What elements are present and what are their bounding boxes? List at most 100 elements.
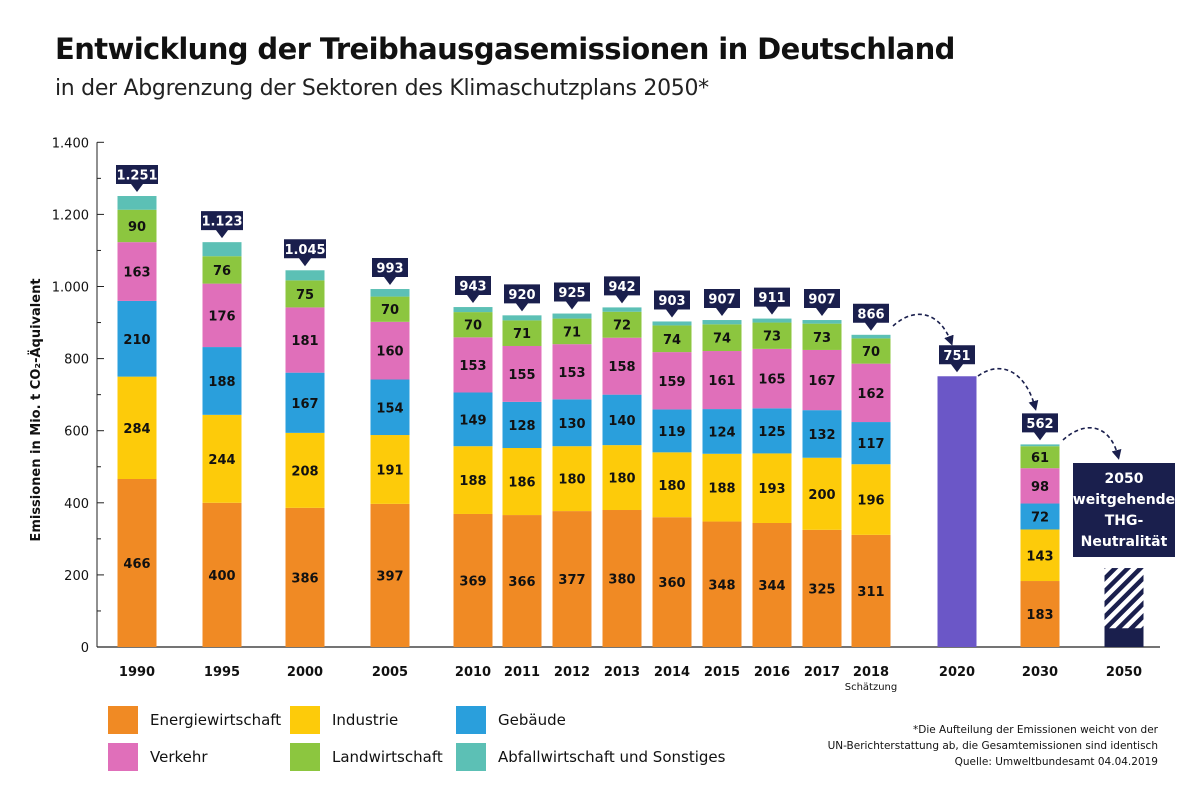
y-tick-label: 1.400 (52, 136, 89, 151)
segment-value-label: 130 (558, 417, 585, 432)
segment-value-label: 72 (1031, 510, 1049, 525)
y-tick-label: 400 (64, 497, 89, 512)
bar-segment-landwirtschaft (752, 322, 792, 349)
bar-segment-verkehr (602, 337, 642, 395)
bar-segment-industrie (285, 432, 325, 508)
bar-segment-abfall (552, 313, 592, 319)
segment-value-label: 400 (208, 569, 235, 584)
bar-segment-gebaeude (602, 394, 642, 446)
legend-swatch-verkehr (108, 743, 138, 771)
bar-segment-gebaeude (285, 372, 325, 433)
bar-segment-gebaeude (851, 422, 891, 465)
segment-value-label: 186 (508, 476, 535, 491)
bar-segment-gebaeude (117, 300, 157, 377)
segment-value-label: 386 (291, 571, 318, 586)
bar-segment-industrie (370, 435, 410, 504)
segment-value-label: 140 (608, 414, 635, 429)
bar-segment-abfall (502, 315, 542, 321)
total-badge (455, 276, 491, 304)
total-badge (201, 211, 243, 239)
legend-swatch-industrie (290, 706, 320, 734)
y-tick-label: 800 (64, 353, 89, 368)
bar-segment-landwirtschaft (453, 312, 493, 338)
bar-segment-industrie (202, 414, 242, 503)
segment-value-label: 72 (613, 319, 631, 334)
segment-value-label: 191 (376, 463, 403, 478)
total-value-label: 925 (558, 286, 585, 301)
x-tick-label: 2012 (554, 665, 590, 680)
segment-value-label: 466 (123, 557, 150, 572)
segment-value-label: 98 (1031, 480, 1049, 495)
segment-value-label: 181 (291, 334, 318, 349)
segment-value-label: 210 (123, 333, 150, 348)
legend-swatch-gebaeude (456, 706, 486, 734)
segment-value-label: 180 (658, 479, 685, 494)
total-badge (654, 290, 690, 318)
segment-value-label: 73 (763, 330, 781, 345)
bar-segment-landwirtschaft (702, 324, 742, 352)
segment-value-label: 154 (376, 401, 403, 416)
bar-segment-gebaeude (552, 399, 592, 447)
x-tick-label: 2005 (372, 665, 408, 680)
segment-value-label: 163 (123, 266, 150, 281)
label-2050-line: THG- (1105, 513, 1144, 529)
segment-value-label: 311 (857, 585, 884, 600)
total-badge (804, 289, 840, 317)
legend-label-industrie: Industrie (332, 711, 399, 729)
bar-segment-abfall (285, 270, 325, 281)
label-2050-line: 2050 (1105, 471, 1144, 487)
bar-segment-energie (202, 502, 242, 647)
bar-2020-target (937, 376, 977, 647)
bar-segment-energie (652, 517, 692, 647)
x-tick-label: 2010 (455, 665, 491, 680)
segment-value-label: 284 (123, 422, 150, 437)
bar-segment-landwirtschaft (202, 256, 242, 284)
total-value-label: 1.123 (201, 215, 242, 230)
segment-value-label: 75 (296, 288, 314, 303)
segment-value-label: 200 (808, 488, 835, 503)
label-box-2050 (1073, 463, 1175, 557)
footnote-line-1: *Die Aufteilung der Emissionen weicht vo… (913, 724, 1158, 736)
segment-value-label: 90 (128, 220, 146, 235)
segment-value-label: 188 (208, 375, 235, 390)
total-badge (116, 165, 158, 193)
segment-value-label: 158 (608, 360, 635, 375)
bar-segment-landwirtschaft (652, 325, 692, 353)
bar-segment-abfall (602, 307, 642, 312)
bar-segment-abfall (702, 320, 742, 325)
legend-swatch-abfallwirtschaft (456, 743, 486, 771)
segment-value-label: 132 (808, 428, 835, 443)
trend-arrow (892, 313, 954, 346)
segment-value-label: 153 (558, 366, 585, 381)
segment-value-label: 325 (808, 582, 835, 597)
segment-value-label: 143 (1026, 549, 1053, 564)
legend-label-landwirtschaft: Landwirtschaft (332, 748, 443, 766)
footnote-source: Quelle: Umweltbundesamt 04.04.2019 (954, 756, 1158, 768)
segment-value-label: 74 (663, 333, 681, 348)
total-badge (504, 284, 540, 312)
segment-value-label: 70 (464, 319, 482, 334)
segment-value-label: 76 (213, 264, 231, 279)
total-value-label: 903 (658, 294, 685, 309)
total-value-label: 907 (808, 293, 835, 308)
bar-segment-energie (552, 511, 592, 647)
segment-value-label: 70 (862, 345, 880, 360)
x-tick-label: 2018 (853, 665, 889, 680)
bar-segment-abfall (202, 242, 242, 257)
bar-segment-gebaeude (752, 408, 792, 454)
total-value-label: 943 (459, 280, 486, 295)
bar-segment-landwirtschaft (552, 318, 592, 345)
total-value-label: 993 (376, 262, 403, 277)
bar-segment-energie (602, 510, 642, 647)
legend-label-gebaeude: Gebäude (498, 711, 566, 729)
bar-segment-gebaeude (502, 401, 542, 449)
bar-segment-landwirtschaft (370, 296, 410, 322)
chart-subtitle: in der Abgrenzung der Sektoren des Klima… (55, 76, 709, 101)
segment-value-label: 74 (713, 332, 731, 347)
bar-segment-abfall (851, 334, 891, 339)
segment-value-label: 165 (758, 373, 785, 388)
segment-value-label: 70 (381, 303, 399, 318)
bar-segment-verkehr (752, 348, 792, 409)
legend-swatch-landwirtschaft (290, 743, 320, 771)
legend-item-abfallwirtschaft: Abfallwirtschaft und Sonstiges (456, 743, 725, 771)
